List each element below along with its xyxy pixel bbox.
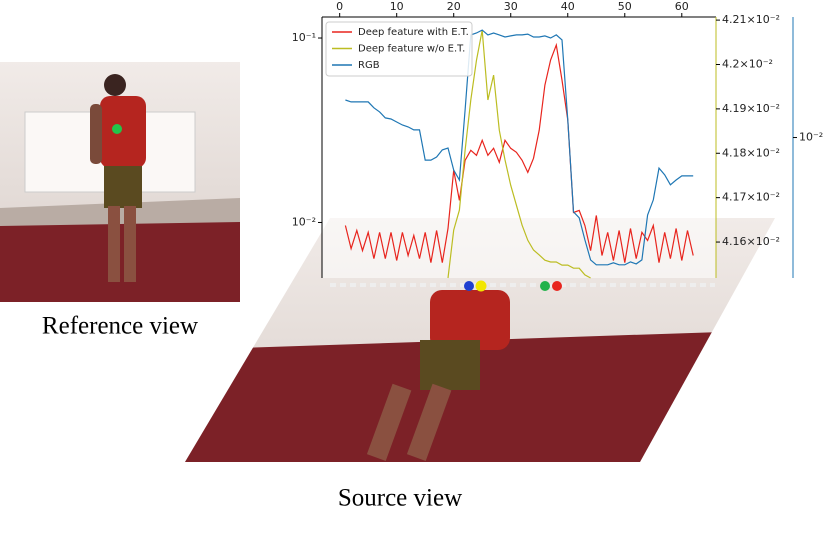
marker-ground-truth xyxy=(540,281,550,291)
y2-tick-label: 4.19×10⁻² xyxy=(722,102,780,115)
y2-tick-label: 4.18×10⁻² xyxy=(722,146,780,159)
series-line xyxy=(345,29,694,266)
x-tick-label: 20 xyxy=(447,0,461,13)
x-tick-label: 40 xyxy=(561,0,575,13)
series-line xyxy=(447,30,591,279)
y3-tick-label: 10⁻² xyxy=(799,131,823,144)
x-tick-label: 30 xyxy=(504,0,518,13)
chart: 0 10 20 30 40 50 60 10⁻¹ 10⁻² 4.16×10⁻² 4.17×10⁻² 4… xyxy=(292,0,823,279)
x-tick-label: 50 xyxy=(618,0,632,13)
y2-tick-label: 4.21×10⁻² xyxy=(722,13,780,26)
marker-without-et xyxy=(475,280,487,292)
source-caption: Source view xyxy=(338,485,462,512)
x-tick-label: 10 xyxy=(390,0,404,13)
reference-caption: Reference view xyxy=(42,313,198,340)
series-line xyxy=(344,42,694,263)
x-tick-label: 0 xyxy=(336,0,343,13)
y-tick-label: 10⁻² xyxy=(292,215,316,228)
y2-tick-label: 4.16×10⁻² xyxy=(722,235,780,248)
legend-box xyxy=(325,21,473,77)
x-tick-label: 60 xyxy=(675,0,689,13)
reference-photo xyxy=(0,62,240,302)
legend-label: Deep feature with E.T. xyxy=(358,27,469,38)
y2-tick-label: 4.17×10⁻² xyxy=(722,191,780,204)
marker-rgb xyxy=(464,281,474,291)
marker-with-et xyxy=(552,281,562,291)
y-tick-label: 10⁻¹ xyxy=(292,31,316,44)
legend-label: RGB xyxy=(358,60,380,71)
legend-label: Deep feature w/o E.T. xyxy=(358,44,465,55)
y2-tick-label: 4.2×10⁻² xyxy=(722,57,773,70)
